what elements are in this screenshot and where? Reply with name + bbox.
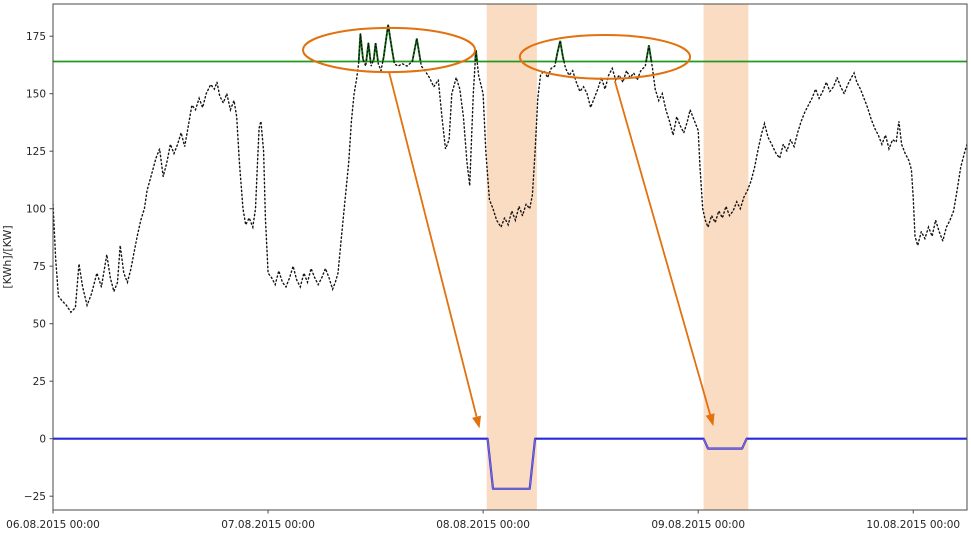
y-tick-label: 175 bbox=[26, 31, 46, 43]
y-tick-label: −25 bbox=[24, 491, 46, 503]
y-tick-label: 100 bbox=[26, 203, 46, 215]
x-tick-label: 09.08.2015 00:00 bbox=[651, 519, 745, 531]
annotations-group bbox=[302, 26, 715, 429]
plot-frame bbox=[52, 3, 968, 511]
annotation-arrowhead bbox=[705, 413, 715, 427]
y-tick-label: 25 bbox=[33, 376, 46, 388]
y-tick-label: 0 bbox=[39, 433, 46, 445]
annotation-arrow-shaft bbox=[613, 80, 711, 415]
load-shift-band bbox=[486, 4, 537, 510]
axes-group: 175 150 125 100 75 50 25 0 −25 06.08.2015 00:00 07… bbox=[6, 3, 968, 531]
x-tick-label: 08.08.2015 00:00 bbox=[436, 519, 530, 531]
annotation-arrowhead bbox=[472, 415, 481, 429]
y-axis-label: [KWh]/[KW] bbox=[1, 225, 14, 288]
x-tick-label: 07.08.2015 00:00 bbox=[221, 519, 315, 531]
power-reduction-dip-core bbox=[703, 438, 748, 450]
y-tick-label: 50 bbox=[33, 318, 46, 330]
x-tick-label: 10.08.2015 00:00 bbox=[866, 519, 960, 531]
y-tick-label: 150 bbox=[26, 88, 46, 100]
y-tick-label: 125 bbox=[26, 146, 46, 158]
load-shift-band bbox=[703, 4, 749, 510]
annotation-arrow-shaft bbox=[388, 71, 478, 417]
power-reduction-dip-core bbox=[486, 438, 536, 490]
load-profile-curve bbox=[53, 24, 967, 314]
x-tick-label: 06.08.2015 00:00 bbox=[6, 519, 100, 531]
load-shift-bands bbox=[486, 4, 749, 510]
peak-highlight-ellipse bbox=[518, 34, 692, 80]
y-tick-label: 75 bbox=[33, 261, 46, 273]
series-group bbox=[53, 24, 967, 490]
